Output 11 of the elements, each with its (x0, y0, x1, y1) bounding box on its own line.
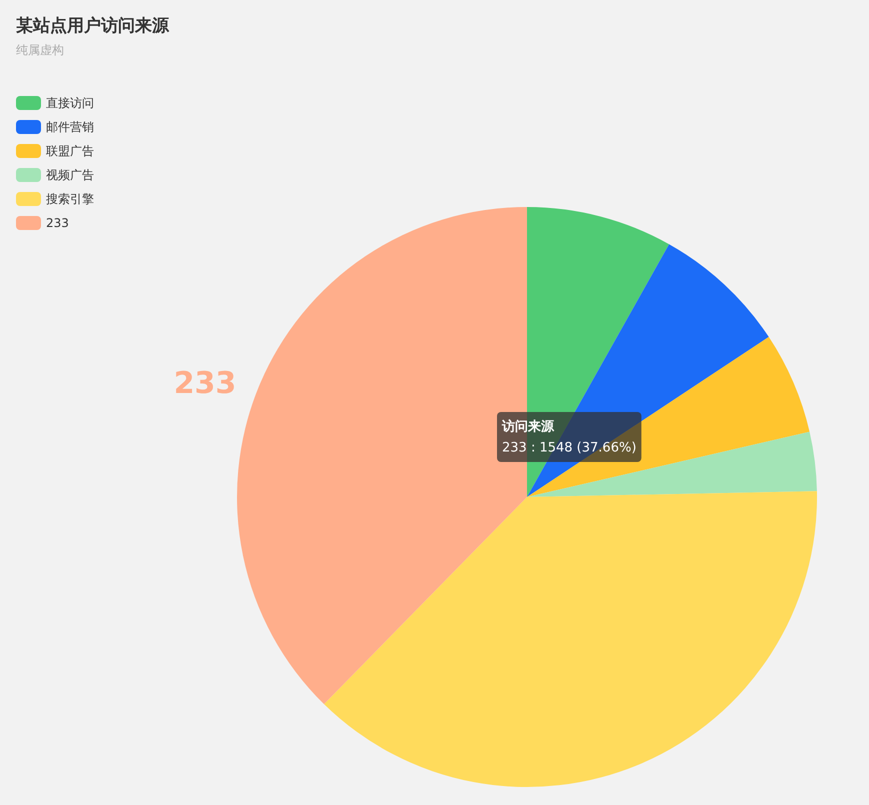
legend-label: 搜索引擎 (46, 190, 94, 208)
slice-label: 233 (174, 366, 236, 401)
chart-subtitle: 纯属虚构 (16, 42, 64, 59)
legend-label: 联盟广告 (46, 142, 94, 160)
text: 233 : 1548 (37.66%) (502, 440, 636, 456)
legend-label: 视频广告 (46, 166, 94, 184)
legend-label: 233 (46, 216, 69, 230)
legend-label: 邮件营销 (46, 118, 94, 136)
text: 访问来源 (501, 418, 555, 434)
legend-label: 直接访问 (46, 94, 94, 112)
chart-title: 某站点用户访问来源 (16, 15, 169, 37)
